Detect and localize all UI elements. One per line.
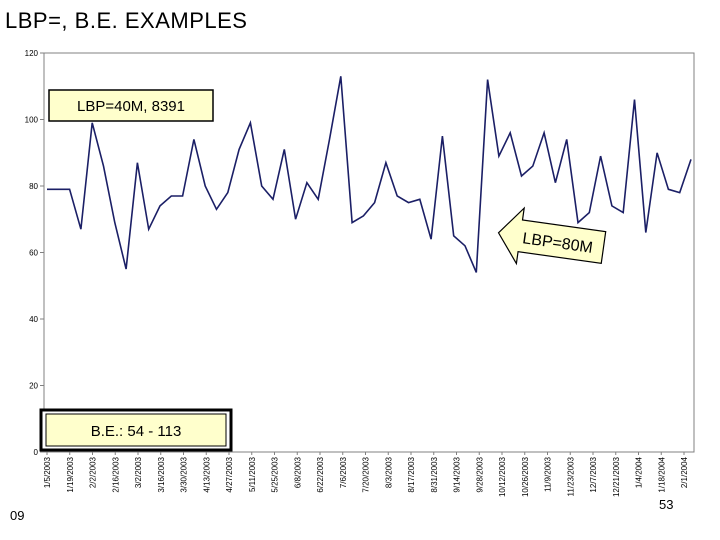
x-tick-label: 4/27/2003: [225, 456, 234, 492]
y-tick-label: 40: [29, 315, 38, 324]
y-tick-label: 0: [34, 448, 39, 457]
x-tick-label: 7/20/2003: [362, 456, 371, 492]
x-tick-label: 1/18/2004: [657, 456, 666, 492]
x-tick-label: 10/26/2003: [521, 456, 530, 497]
y-tick-label: 120: [25, 49, 39, 58]
callout-box-lbp40m: [48, 89, 214, 122]
page-number: 53: [659, 497, 674, 512]
x-tick-label: 7/6/2003: [339, 456, 348, 488]
x-tick-label: 2/16/2003: [111, 456, 120, 492]
y-tick-label: 100: [25, 116, 39, 125]
callout-inner-be: [45, 413, 227, 447]
series-line: [47, 76, 692, 273]
x-tick-label: 12/21/2003: [612, 456, 621, 497]
x-tick-label: 11/23/2003: [566, 456, 575, 496]
x-tick-label: 8/17/2003: [407, 456, 416, 492]
x-tick-label: 6/22/2003: [316, 456, 325, 492]
x-tick-label: 11/9/2003: [544, 456, 553, 492]
x-tick-label: 3/2/2003: [134, 456, 143, 488]
arrow-callout-lbp80m: LBP=80M: [497, 206, 607, 266]
x-tick-label: 6/8/2003: [293, 456, 302, 488]
y-tick-label: 80: [29, 182, 38, 191]
x-tick-label: 3/30/2003: [180, 456, 189, 492]
x-tick-label: 8/31/2003: [430, 456, 439, 492]
x-tick-label: 9/14/2003: [453, 456, 462, 492]
slide-title: LBP=, B.E. EXAMPLES: [5, 8, 248, 33]
callout-label-be: B.E.: 54 - 113: [91, 423, 182, 440]
callout-label-lbp40m: LBP=40M, 8391: [77, 98, 185, 115]
footer-left-label: 09: [10, 508, 25, 523]
x-tick-label: 10/12/2003: [498, 456, 507, 497]
x-tick-label: 1/4/2004: [635, 456, 644, 488]
x-tick-label: 1/19/2003: [66, 456, 75, 492]
x-tick-label: 2/1/2004: [680, 456, 689, 488]
x-tick-label: 9/28/2003: [475, 456, 484, 492]
x-tick-label: 4/13/2003: [202, 456, 211, 492]
x-tick-label: 2/2/2003: [89, 456, 98, 488]
x-tick-label: 12/7/2003: [589, 456, 598, 492]
x-tick-label: 3/16/2003: [157, 456, 166, 492]
x-tick-label: 5/11/2003: [248, 456, 257, 492]
x-tick-label: 5/25/2003: [271, 456, 280, 492]
arrow-shape: [497, 206, 607, 266]
x-tick-label: 1/5/2003: [43, 456, 52, 488]
x-tick-label: 8/3/2003: [384, 456, 393, 488]
y-tick-label: 60: [29, 249, 38, 258]
y-tick-label: 20: [29, 382, 38, 391]
